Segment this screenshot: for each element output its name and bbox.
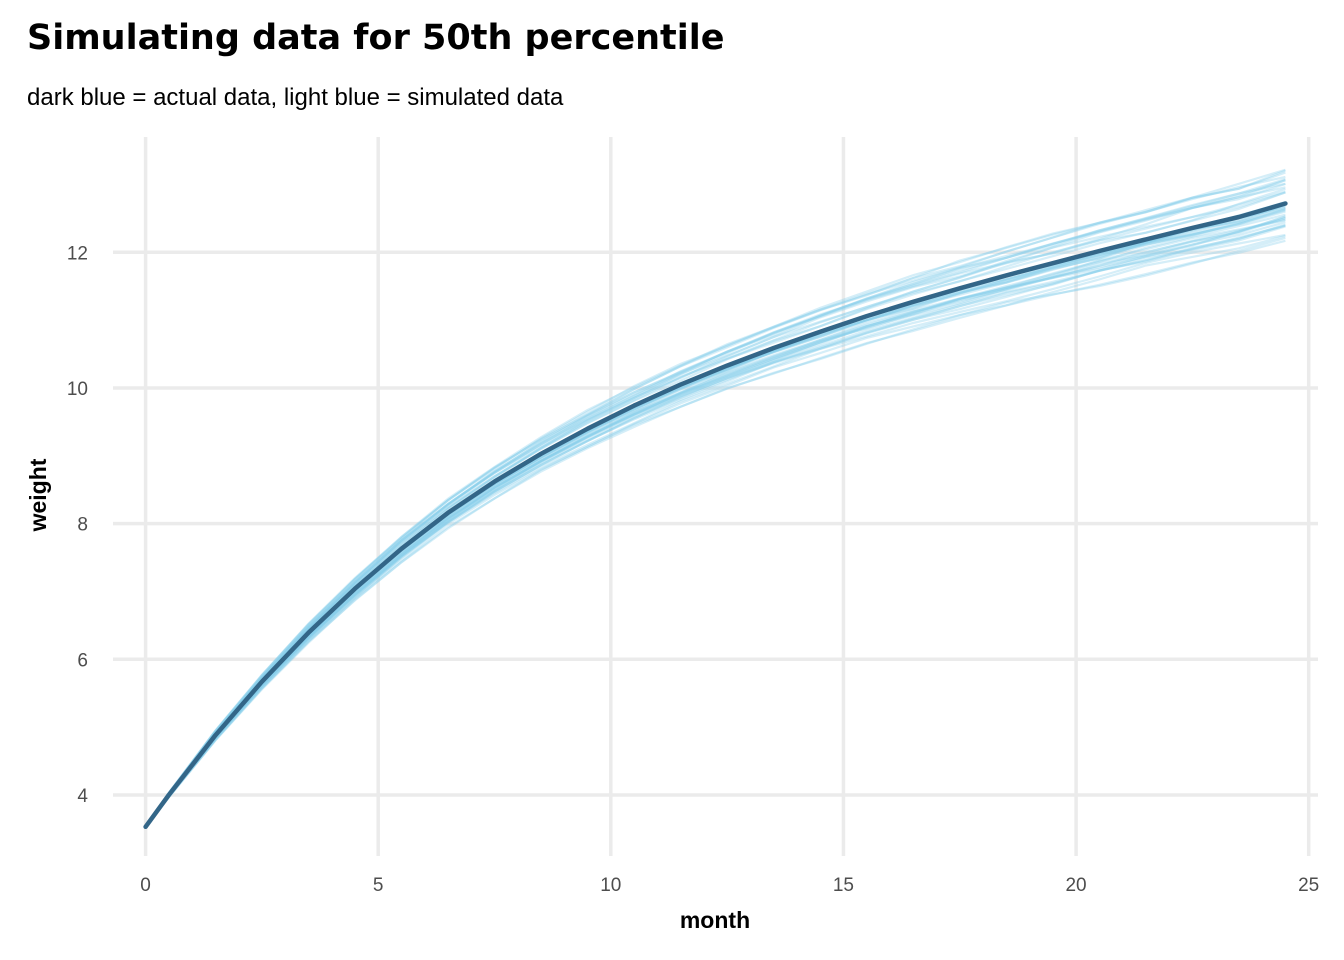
- x-tick-label: 15: [833, 875, 854, 896]
- x-tick-label: 10: [600, 875, 621, 896]
- simulated-series-line: [144, 223, 1286, 828]
- actual-series-line: [143, 201, 1288, 830]
- simulated-series-line: [144, 191, 1286, 828]
- simulated-series-line: [144, 210, 1286, 828]
- simulated-series-line: [144, 171, 1286, 828]
- simulated-series-line: [144, 182, 1286, 828]
- simulated-series-line: [144, 215, 1286, 828]
- simulated-series-line: [144, 219, 1286, 828]
- y-tick-label: 12: [67, 243, 88, 264]
- simulated-series-line: [144, 224, 1286, 828]
- tick-labels: 0 5 10 15 20 25 4 6 8 10 12: [67, 243, 1319, 896]
- simulated-series-line: [144, 175, 1286, 828]
- x-tick-label: 5: [373, 875, 384, 896]
- simulated-series-line: [144, 217, 1286, 828]
- simulated-series-line: [144, 236, 1286, 828]
- simulated-series-line: [144, 201, 1286, 828]
- simulated-series-line: [144, 216, 1286, 828]
- simulated-series-line: [144, 168, 1286, 828]
- simulated-series-line: [144, 221, 1286, 828]
- simulated-series-line: [144, 179, 1286, 828]
- simulated-series-line: [144, 208, 1286, 828]
- simulated-series-line: [144, 182, 1286, 828]
- simulated-series-line: [144, 234, 1286, 828]
- y-axis-title: weight: [25, 458, 51, 532]
- simulated-series-line: [144, 218, 1286, 828]
- simulated-series-line: [144, 225, 1286, 828]
- simulated-series-line: [144, 178, 1286, 828]
- simulated-series-line: [144, 224, 1286, 828]
- x-axis-title: month: [680, 907, 750, 933]
- y-tick-label: 4: [77, 786, 88, 807]
- x-tick-label: 20: [1065, 875, 1086, 896]
- x-tick-label: 25: [1298, 875, 1319, 896]
- simulated-series-line: [144, 208, 1286, 828]
- simulated-series-line: [144, 206, 1286, 828]
- simulated-series-line: [144, 204, 1286, 828]
- y-tick-label: 8: [77, 515, 88, 536]
- simulated-series-line: [144, 179, 1286, 828]
- simulated-series-line: [144, 209, 1286, 828]
- actual-series-line-group: [143, 201, 1288, 830]
- simulated-series-line: [144, 190, 1286, 828]
- simulated-series-line: [144, 206, 1286, 828]
- simulated-series-line: [144, 213, 1286, 828]
- chart-subtitle: dark blue = actual data, light blue = si…: [27, 84, 564, 111]
- simulated-series-lines: [144, 168, 1286, 828]
- chart-title: Simulating data for 50th percentile: [27, 18, 725, 58]
- simulated-series-line: [144, 239, 1286, 828]
- simulated-series-line: [144, 204, 1286, 828]
- simulated-series-line: [144, 233, 1286, 828]
- y-tick-label: 6: [77, 650, 88, 671]
- simulated-series-line: [144, 215, 1286, 828]
- simulated-series-line: [144, 191, 1286, 828]
- simulated-series-line: [144, 187, 1286, 828]
- simulated-series-line: [144, 169, 1286, 828]
- simulated-series-line: [144, 186, 1286, 828]
- simulated-series-line: [144, 205, 1286, 828]
- x-tick-label: 0: [140, 875, 151, 896]
- y-tick-label: 10: [67, 379, 88, 400]
